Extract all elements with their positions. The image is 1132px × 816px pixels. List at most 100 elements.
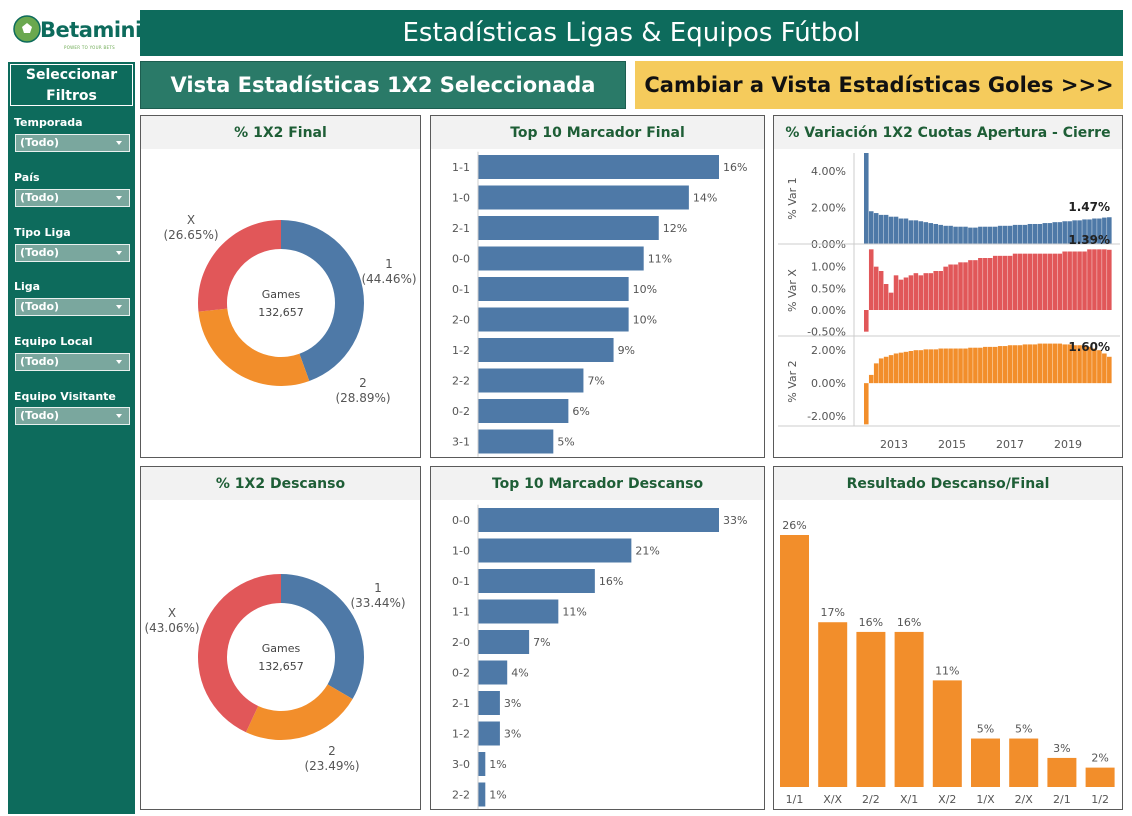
y-tick-label: 0.50% xyxy=(811,282,846,295)
area-bar-var1 xyxy=(1092,218,1097,244)
x-tick-label: 2017 xyxy=(996,438,1024,451)
area-bar-var1 xyxy=(923,222,929,244)
bar-1-2 xyxy=(478,338,614,362)
chart-title: Resultado Descanso/Final xyxy=(774,467,1122,500)
area-bar-varx xyxy=(1052,253,1058,310)
area-bar-var1 xyxy=(883,214,889,244)
bar-0-1 xyxy=(478,277,629,301)
slice-pct-label: (23.49%) xyxy=(304,759,359,773)
area-bar-var1 xyxy=(1097,218,1102,244)
y-tick-label: 0.00% xyxy=(811,377,846,390)
area-bar-var2 xyxy=(913,350,919,384)
caret-down-icon xyxy=(116,414,122,418)
chart-title: % 1X2 Descanso xyxy=(141,467,420,500)
area-bar-var1 xyxy=(997,225,1003,244)
area-bar-var2 xyxy=(864,383,869,425)
filter-label-tipo-liga: Tipo Liga xyxy=(14,226,71,239)
bar-1-0 xyxy=(478,538,632,563)
y-tick-label: -0.50% xyxy=(807,326,846,339)
caret-down-icon xyxy=(116,141,122,145)
panel-odds-variation: % Variación 1X2 Cuotas Apertura - Cierre… xyxy=(773,115,1123,458)
area-bar-var2 xyxy=(928,349,934,384)
bar-category-label: X/1 xyxy=(900,793,918,806)
area-bar-varx xyxy=(888,292,894,310)
area-bar-var1 xyxy=(864,153,869,244)
area-bar-var1 xyxy=(868,211,874,244)
x-tick-label: 2013 xyxy=(880,438,908,451)
bar-category-label: 0-0 xyxy=(452,514,470,527)
area-bar-var2 xyxy=(948,348,953,384)
bar-category-label: 0-1 xyxy=(452,575,470,588)
bar-value-label: 14% xyxy=(693,192,717,205)
bar-0-1 xyxy=(478,569,595,593)
area-bar-varx xyxy=(1017,253,1023,310)
slice-pct-label: (44.46%) xyxy=(361,272,416,286)
bar-category-label: 2/2 xyxy=(862,793,880,806)
bar-2/2 xyxy=(856,631,886,787)
filter-label-equipo-local: Equipo Local xyxy=(14,335,93,348)
area-bar-var2 xyxy=(888,355,894,384)
last-value-label: 1.47% xyxy=(1068,200,1110,214)
area-bar-var1 xyxy=(1082,219,1087,244)
logo-wordmark: Betaminic xyxy=(40,18,154,42)
pie-slice-x xyxy=(198,220,281,312)
slice-name-label: 1 xyxy=(385,257,393,271)
bar-1/2 xyxy=(1085,767,1115,787)
area-bar-var2 xyxy=(1012,345,1018,384)
filter-select-pais[interactable]: (Todo) xyxy=(15,189,130,207)
area-bar-var2 xyxy=(1002,346,1008,384)
filter-select-equipo-visitante[interactable]: (Todo) xyxy=(15,407,130,425)
filter-value: (Todo) xyxy=(20,409,60,422)
area-bar-varx xyxy=(992,255,998,310)
filter-select-temporada[interactable]: (Todo) xyxy=(15,134,130,152)
bar-value-label: 5% xyxy=(1015,723,1032,736)
area-bar-var1 xyxy=(928,223,934,244)
area-bar-var2 xyxy=(1107,356,1112,384)
area-bar-var2 xyxy=(938,348,943,384)
area-bar-varx xyxy=(864,310,869,332)
bar-value-label: 10% xyxy=(633,314,657,327)
area-bar-var2 xyxy=(1047,343,1053,384)
bar-1-1 xyxy=(478,155,719,179)
bar-2/1 xyxy=(1047,757,1077,787)
bar-value-label: 1% xyxy=(489,789,506,802)
series-axis-label: % Var X xyxy=(786,269,799,312)
area-bar-var2 xyxy=(968,347,973,384)
area-bar-varx xyxy=(1062,251,1067,310)
caret-down-icon xyxy=(116,196,122,200)
area-bar-var2 xyxy=(878,358,884,384)
area-bar-var1 xyxy=(1027,223,1033,244)
pie-slice-1 xyxy=(281,220,364,382)
area-bar-varx xyxy=(1032,253,1038,310)
switch-view-button[interactable]: Cambiar a Vista Estadísticas Goles >>> xyxy=(635,61,1123,109)
area-bar-varx xyxy=(903,277,909,310)
donut-center-value: 132,657 xyxy=(258,660,304,673)
bar-value-label: 4% xyxy=(511,667,528,680)
area-bar-var1 xyxy=(953,226,958,244)
area-bar-varx xyxy=(908,275,914,310)
filter-select-equipo-local[interactable]: (Todo) xyxy=(15,353,130,371)
filter-value: (Todo) xyxy=(20,355,60,368)
page-title: Estadísticas Ligas & Equipos Fútbol xyxy=(140,10,1123,56)
bar-category-label: 1-0 xyxy=(452,192,470,205)
logo-tagline: POWER TO YOUR BETS xyxy=(64,45,115,50)
filter-select-liga[interactable]: (Todo) xyxy=(15,298,130,316)
selected-view-button[interactable]: Vista Estadísticas 1X2 Seleccionada xyxy=(140,61,626,109)
area-bar-var1 xyxy=(948,225,953,244)
area-bar-var2 xyxy=(1022,344,1028,384)
pie-slice-1 xyxy=(281,574,364,699)
area-bar-varx xyxy=(933,271,938,310)
panel-top10-final: Top 10 Marcador Final 1-1 16% 1-0 14% 2-1 12%… xyxy=(430,115,765,458)
area-bar-var2 xyxy=(1017,345,1023,384)
area-bar-varx xyxy=(1087,249,1092,310)
bar-chart-top10-final: 1-1 16% 1-0 14% 2-1 12% 0-0 11% 0-1 10% 2-0 10% 1-2 9… xyxy=(452,151,747,457)
bar-value-label: 11% xyxy=(935,664,959,677)
area-bar-varx xyxy=(938,271,943,310)
bar-value-label: 3% xyxy=(1053,742,1070,755)
area-bar-var1 xyxy=(908,220,914,244)
area-bar-var2 xyxy=(1097,350,1102,384)
y-tick-label: 2.00% xyxy=(811,202,846,215)
filter-select-tipo-liga[interactable]: (Todo) xyxy=(15,244,130,262)
bar-category-label: 1/1 xyxy=(786,793,804,806)
bar-value-label: 10% xyxy=(633,283,657,296)
